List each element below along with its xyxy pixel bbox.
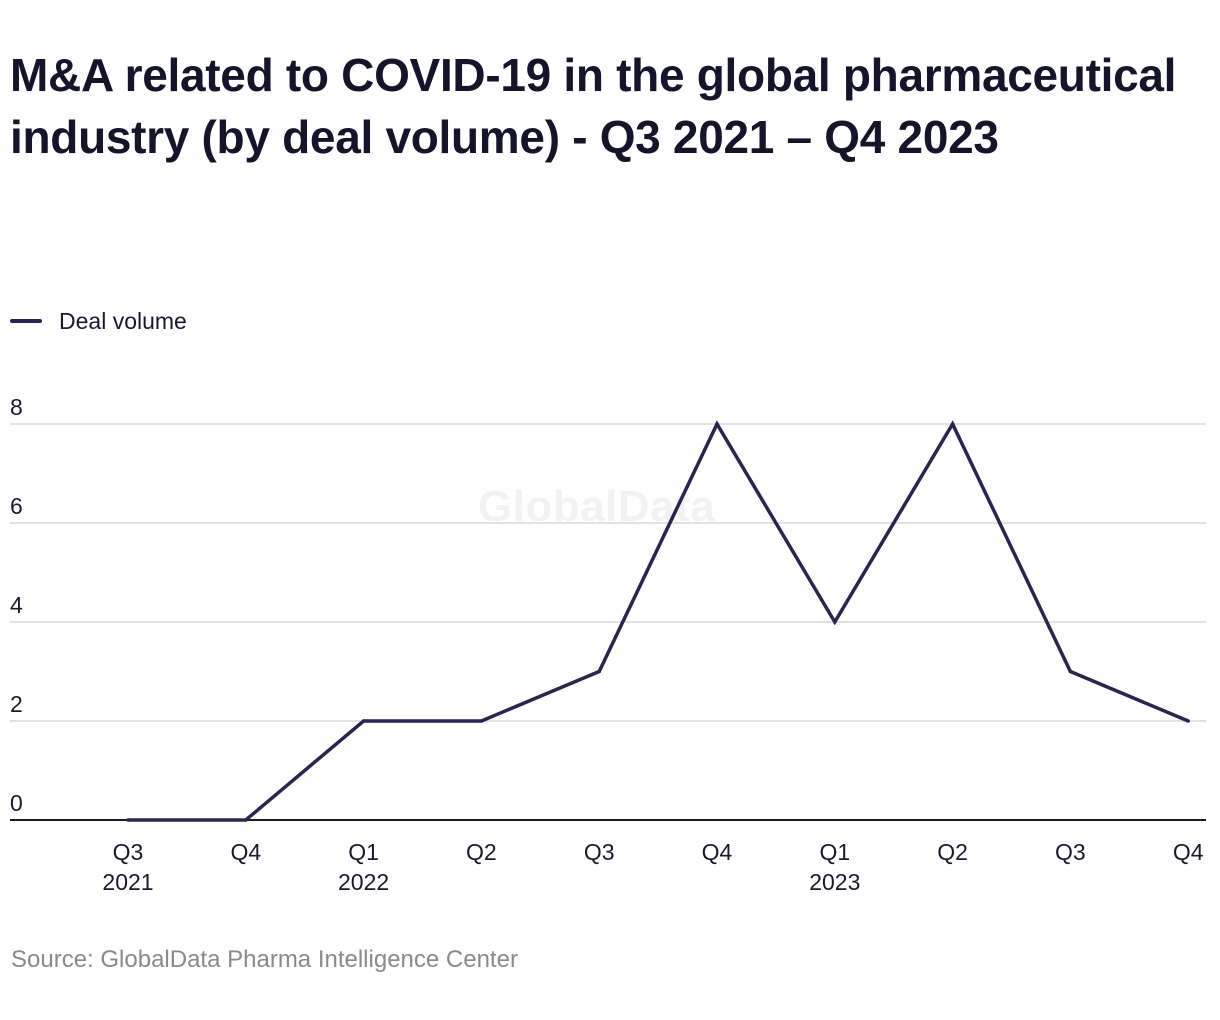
x-tick-label: Q1	[348, 839, 379, 865]
x-tick-year-label: 2021	[102, 869, 153, 895]
line-chart: 0 2 4 6 8 Q3 2021 Q4 Q1 2022 Q2 Q3 Q4 Q1 2023 Q2 Q3 Q4	[10, 394, 1206, 895]
data-point	[244, 818, 248, 822]
x-tick-label: Q1	[819, 839, 850, 865]
chart-title: M&A related to COVID-19 in the global ph…	[10, 49, 1177, 163]
y-tick-label: 6	[10, 493, 23, 519]
gridlines	[10, 423, 1206, 722]
y-tick-label: 8	[10, 394, 23, 420]
legend-label: Deal volume	[59, 307, 187, 334]
x-axis-ticks: Q3 2021 Q4 Q1 2022 Q2 Q3 Q4 Q1 2023 Q2 Q3 Q4	[102, 839, 1203, 895]
x-tick-label: Q3	[113, 839, 144, 865]
legend: Deal volume	[10, 306, 187, 336]
data-point	[361, 719, 366, 723]
x-tick-label: Q4	[702, 839, 733, 865]
data-point	[950, 422, 955, 426]
x-tick-year-label: 2022	[338, 869, 389, 895]
x-tick-label: Q2	[466, 839, 497, 865]
series-deal-volume	[126, 420, 1190, 822]
x-tick-label: Q3	[1055, 839, 1086, 865]
data-point	[126, 818, 130, 822]
data-point	[479, 719, 484, 723]
y-tick-label: 0	[10, 790, 23, 816]
x-tick-year-label: 2023	[809, 869, 860, 895]
legend-swatch	[10, 319, 42, 323]
y-tick-label: 4	[10, 592, 23, 618]
data-point	[715, 422, 719, 426]
x-tick-label: Q4	[230, 839, 261, 865]
data-point	[1186, 719, 1190, 723]
y-tick-label: 2	[10, 691, 23, 717]
data-point	[833, 620, 837, 624]
x-tick-label: Q3	[584, 839, 615, 865]
data-point	[597, 669, 601, 674]
x-tick-label: Q2	[937, 839, 968, 865]
y-axis-ticks: 0 2 4 6 8	[10, 394, 23, 816]
data-point	[1068, 669, 1073, 674]
x-tick-label: Q4	[1173, 839, 1204, 865]
series-line	[128, 420, 1189, 822]
source-note: Source: GlobalData Pharma Intelligence C…	[11, 946, 518, 973]
